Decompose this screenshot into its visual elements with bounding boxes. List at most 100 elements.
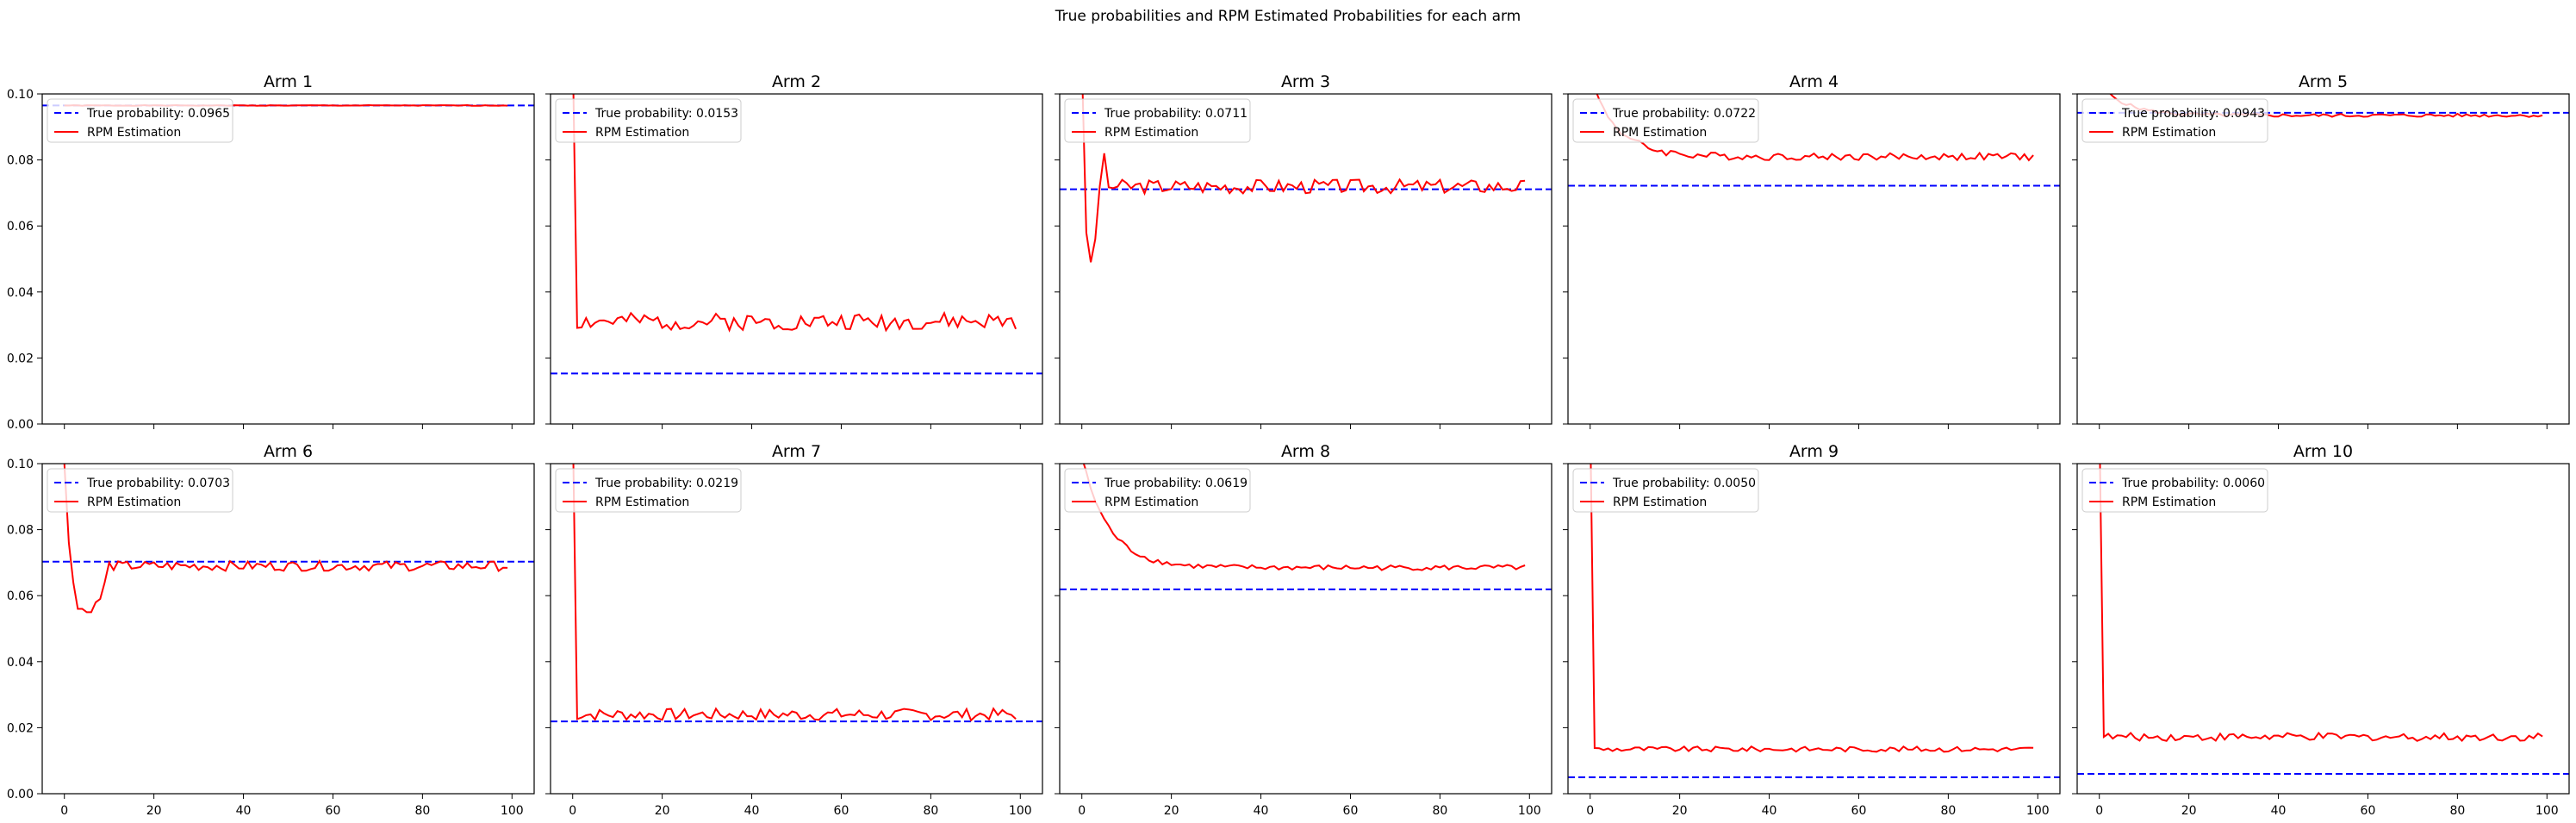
x-tick-label: 80 bbox=[2449, 804, 2465, 818]
subplot-arm-4: Arm 4 True probability: 0.0722 RPM Estimat… bbox=[1563, 72, 2061, 429]
legend-true-label: True probability: 0.0619 bbox=[1104, 477, 1248, 490]
x-tick-label: 0 bbox=[1586, 804, 1594, 818]
legend: True probability: 0.0965 RPM Estimation bbox=[47, 98, 233, 143]
legend-estimation-label: RPM Estimation bbox=[87, 126, 181, 140]
legend-estimation-label: RPM Estimation bbox=[595, 126, 689, 140]
axes-frame bbox=[1567, 463, 2061, 795]
legend-estimation-label: RPM Estimation bbox=[1613, 126, 1707, 140]
subplot-arm-10: Arm 10 0 20 40 60 80 100 True probability: 0.00… bbox=[2072, 442, 2570, 818]
subplot-arm-8: Arm 8 0 20 40 60 80 100 True probability: 0.061… bbox=[1055, 442, 1552, 818]
legend-estimation-label: RPM Estimation bbox=[87, 496, 181, 509]
x-tick-label: 100 bbox=[501, 804, 524, 818]
subplot-title: Arm 1 bbox=[264, 72, 313, 91]
x-tick-label: 100 bbox=[1518, 804, 1541, 818]
x-tick-label: 20 bbox=[2181, 804, 2197, 818]
legend-box bbox=[47, 468, 233, 513]
y-tick-label: 0.06 bbox=[7, 220, 34, 234]
legend: True probability: 0.0722 RPM Estimation bbox=[1572, 98, 1759, 143]
axes-frame bbox=[1059, 93, 1552, 425]
x-tick-label: 80 bbox=[1940, 804, 1956, 818]
legend-estimation-label: RPM Estimation bbox=[2122, 126, 2216, 140]
x-tick-label: 60 bbox=[2361, 804, 2376, 818]
x-tick-label: 40 bbox=[1254, 804, 1269, 818]
legend: True probability: 0.0703 RPM Estimation bbox=[47, 468, 233, 513]
x-tick-label: 20 bbox=[655, 804, 670, 818]
x-tick-label: 40 bbox=[1762, 804, 1777, 818]
legend: True probability: 0.0711 RPM Estimation bbox=[1064, 98, 1251, 143]
subplot-arm-1: Arm 1 0.00 0.02 0.04 0.06 0.08 0.10 True probab… bbox=[7, 72, 535, 432]
y-tick-label: 0.02 bbox=[7, 721, 34, 735]
rpm-estimation-line bbox=[1081, 94, 1526, 263]
axes-frame bbox=[1567, 93, 2061, 425]
subplot-arm-5: Arm 5 True probability: 0.0943 RPM Estimat… bbox=[2072, 72, 2570, 429]
x-tick-label: 0 bbox=[569, 804, 576, 818]
x-tick-label: 20 bbox=[1164, 804, 1179, 818]
axes-frame bbox=[41, 463, 535, 795]
rpm-estimation-line bbox=[572, 464, 1017, 722]
x-tick-label: 0 bbox=[2095, 804, 2103, 818]
legend: True probability: 0.0943 RPM Estimation bbox=[2081, 98, 2268, 143]
subplot-title: Arm 2 bbox=[772, 72, 821, 91]
subplot-title: Arm 4 bbox=[1789, 72, 1839, 91]
y-tick-label: 0.00 bbox=[7, 418, 34, 432]
x-tick-label: 40 bbox=[2271, 804, 2287, 818]
plot-area bbox=[551, 464, 1042, 723]
subplot-title: Arm 10 bbox=[2293, 442, 2353, 461]
subplot-arm-7: Arm 7 0 20 40 60 80 100 True probability: 0.021… bbox=[545, 442, 1043, 818]
x-tick-label: 0 bbox=[1078, 804, 1086, 818]
legend: True probability: 0.0060 RPM Estimation bbox=[2081, 468, 2268, 513]
legend-estimation-label: RPM Estimation bbox=[1104, 126, 1198, 140]
rpm-estimation-line bbox=[1596, 94, 2034, 162]
legend-true-label: True probability: 0.0943 bbox=[2121, 107, 2265, 121]
legend-true-label: True probability: 0.0711 bbox=[1104, 107, 1248, 121]
legend-true-label: True probability: 0.0153 bbox=[594, 107, 738, 121]
x-tick-label: 80 bbox=[1432, 804, 1447, 818]
legend-box bbox=[1064, 98, 1251, 143]
legend-true-label: True probability: 0.0965 bbox=[86, 107, 230, 121]
y-tick-label: 0.04 bbox=[7, 286, 34, 300]
subplot-arm-6: Arm 6 0.00 0.02 0.04 0.06 0.08 0.10 0 20 40 60 80 10… bbox=[7, 442, 535, 818]
legend-estimation-label: RPM Estimation bbox=[1104, 496, 1198, 509]
legend-box bbox=[1572, 468, 1759, 513]
y-tick-label: 0.02 bbox=[7, 352, 34, 365]
figure-title: True probabilities and RPM Estimated Pro… bbox=[1055, 8, 1521, 25]
subplot-title: Arm 6 bbox=[264, 442, 313, 461]
rpm-estimation-line bbox=[1082, 464, 1526, 571]
y-tick-label: 0.00 bbox=[7, 788, 34, 801]
legend-estimation-label: RPM Estimation bbox=[595, 496, 689, 509]
subplot-title: Arm 3 bbox=[1281, 72, 1330, 91]
plot-area bbox=[1568, 94, 2060, 187]
axes-frame bbox=[2076, 463, 2570, 795]
plot-area bbox=[1060, 464, 1552, 590]
legend-true-label: True probability: 0.0219 bbox=[594, 477, 738, 490]
subplot-arm-2: Arm 2 True probability: 0.0153 RPM Estimat… bbox=[545, 72, 1043, 429]
plot-area bbox=[1060, 94, 1552, 263]
y-tick-label: 0.08 bbox=[7, 524, 34, 538]
axes-frame bbox=[41, 93, 535, 425]
rpm-estimation-line bbox=[63, 464, 508, 614]
legend-box bbox=[1064, 468, 1251, 513]
legend-estimation-label: RPM Estimation bbox=[1613, 496, 1707, 509]
x-tick-label: 20 bbox=[1672, 804, 1688, 818]
x-tick-label: 0 bbox=[60, 804, 68, 818]
legend-true-label: True probability: 0.0722 bbox=[1612, 107, 1756, 121]
x-tick-label: 100 bbox=[1009, 804, 1032, 818]
subplot-arm-9: Arm 9 0 20 40 60 80 100 True probability: 0.005… bbox=[1563, 442, 2061, 818]
x-tick-label: 40 bbox=[744, 804, 760, 818]
subplot-title: Arm 8 bbox=[1281, 442, 1330, 461]
axes-frame bbox=[2076, 93, 2570, 425]
y-tick-label: 0.10 bbox=[7, 458, 34, 471]
legend: True probability: 0.0219 RPM Estimation bbox=[555, 468, 742, 513]
subplot-title: Arm 9 bbox=[1789, 442, 1839, 461]
rpm-estimation-line bbox=[572, 94, 1017, 333]
plot-area bbox=[551, 94, 1042, 375]
axes-frame bbox=[1059, 463, 1552, 795]
x-tick-label: 100 bbox=[2536, 804, 2559, 818]
legend-box bbox=[2081, 468, 2268, 513]
legend-box bbox=[47, 98, 233, 143]
legend-true-label: True probability: 0.0703 bbox=[86, 477, 230, 490]
x-tick-label: 80 bbox=[414, 804, 430, 818]
x-tick-label: 60 bbox=[1343, 804, 1359, 818]
legend-estimation-label: RPM Estimation bbox=[2122, 496, 2216, 509]
